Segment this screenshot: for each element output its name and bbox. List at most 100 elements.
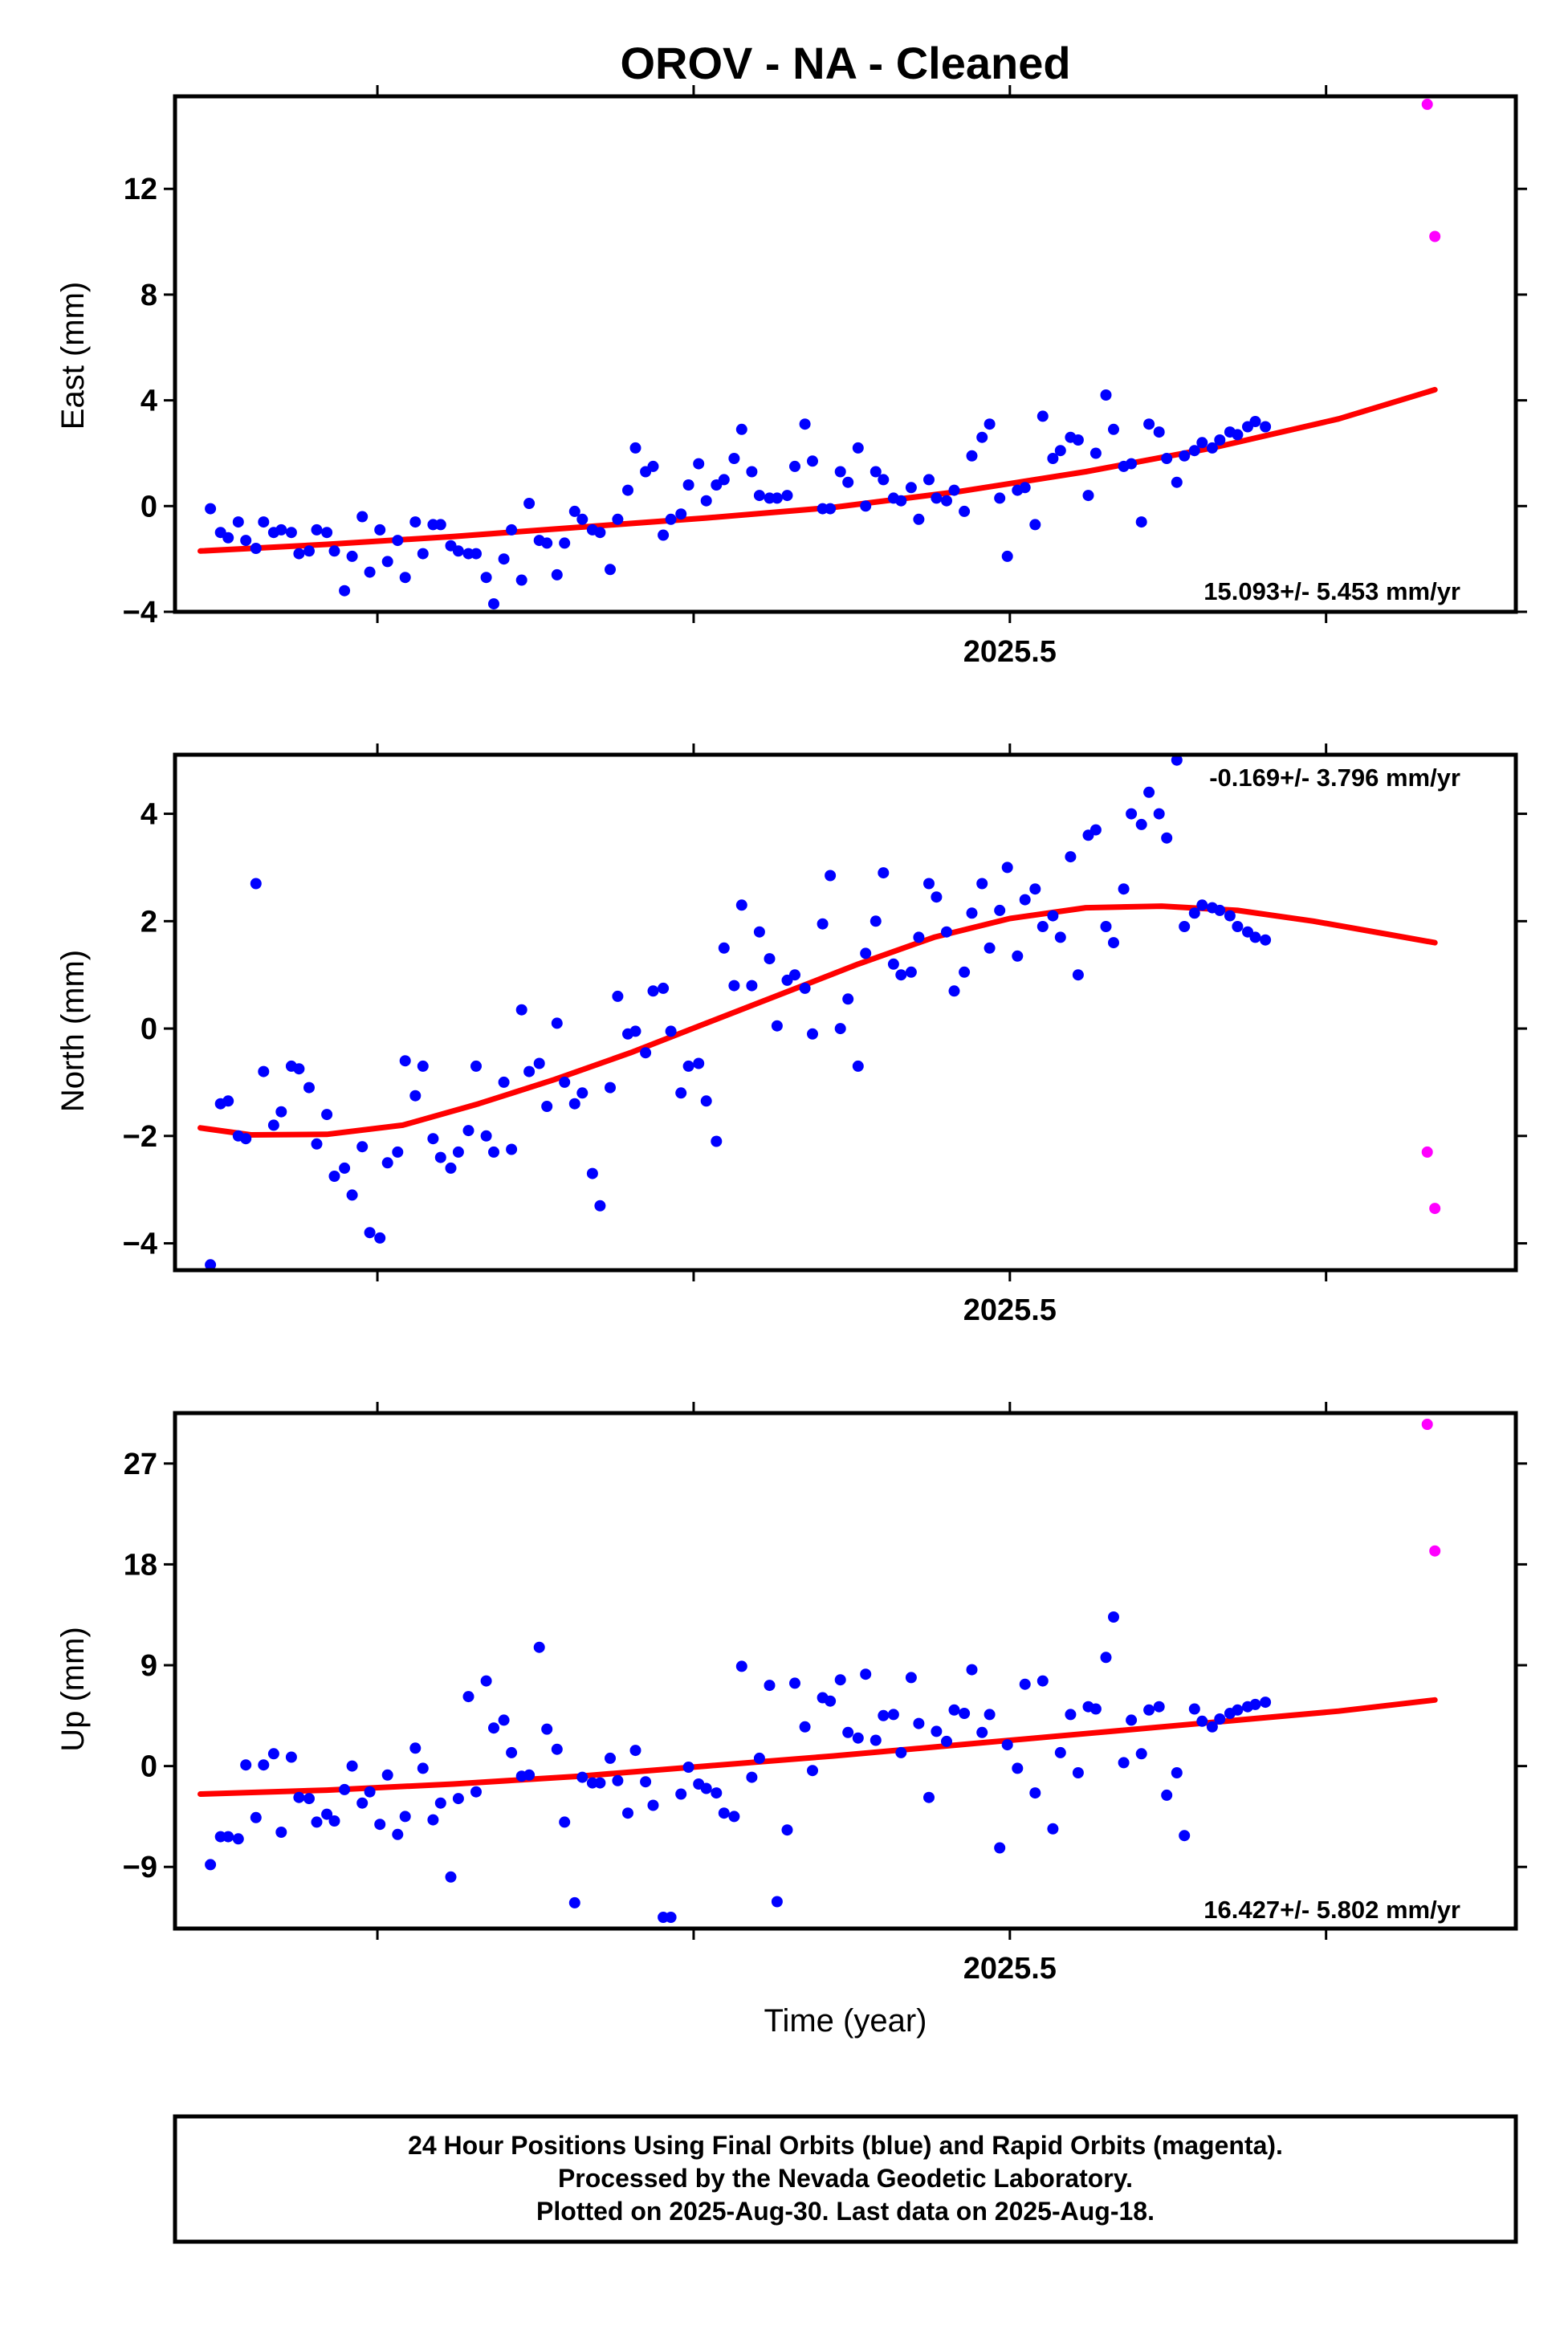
- up-final-point: [1135, 1748, 1147, 1760]
- east-panel: East (mm) −4 0 4 8 12 2025.5 15.093+/- 5.453 …: [55, 85, 1527, 669]
- north-final-point: [1019, 894, 1031, 906]
- up-final-point: [470, 1786, 482, 1798]
- up-final-point: [1214, 1713, 1226, 1725]
- east-final-point: [250, 543, 262, 554]
- north-final-point: [895, 969, 907, 981]
- up-final-point: [959, 1708, 971, 1719]
- up-final-point: [675, 1788, 687, 1800]
- up-final-point: [364, 1786, 376, 1798]
- east-final-point: [576, 513, 589, 525]
- north-final-point: [1001, 862, 1013, 874]
- east-final-point: [1260, 421, 1272, 433]
- north-final-point: [452, 1146, 464, 1158]
- up-final-point: [852, 1732, 864, 1744]
- up-final-point: [258, 1759, 270, 1771]
- up-final-point: [718, 1807, 730, 1819]
- up-final-point: [807, 1765, 818, 1777]
- north-final-point: [1143, 786, 1155, 798]
- east-final-point: [959, 505, 971, 517]
- north-final-point: [381, 1157, 393, 1169]
- up-y-tick-label: 27: [124, 1448, 157, 1481]
- north-y-tick-label: −4: [123, 1228, 157, 1261]
- north-final-point: [1214, 904, 1226, 916]
- up-final-point: [728, 1811, 740, 1823]
- east-final-point: [1171, 476, 1183, 488]
- up-final-point: [842, 1726, 854, 1738]
- north-final-point: [1065, 851, 1077, 863]
- up-x-tick-label: 2025.5: [963, 1952, 1057, 1986]
- up-y-tick-label: −9: [123, 1851, 157, 1884]
- east-final-point: [328, 545, 340, 557]
- east-final-point: [994, 492, 1006, 504]
- east-final-point: [205, 503, 217, 515]
- east-final-point: [976, 431, 988, 443]
- up-final-point: [994, 1842, 1006, 1854]
- up-final-point: [275, 1827, 287, 1838]
- north-final-point: [878, 867, 890, 879]
- north-final-point: [586, 1167, 598, 1179]
- north-final-point: [339, 1162, 351, 1174]
- east-final-point: [1029, 519, 1041, 531]
- east-final-point: [1135, 516, 1147, 528]
- up-final-point: [321, 1808, 333, 1820]
- up-final-point: [462, 1691, 474, 1703]
- up-final-point: [541, 1723, 553, 1735]
- north-final-point: [462, 1125, 474, 1137]
- up-final-point: [1065, 1709, 1077, 1721]
- east-plot-frame: [173, 94, 1518, 614]
- up-final-point: [1161, 1789, 1173, 1801]
- north-final-point: [1188, 907, 1200, 919]
- north-axis-label: North (mm): [55, 950, 91, 1112]
- east-final-point: [559, 537, 571, 549]
- up-final-point: [913, 1717, 925, 1729]
- up-rate-label: 16.427+/- 5.802 mm/yr: [1203, 1896, 1460, 1924]
- up-axis-label: Up (mm): [55, 1627, 91, 1752]
- up-final-point: [1047, 1823, 1059, 1835]
- footer-box: [173, 2114, 1518, 2244]
- north-final-point: [434, 1151, 446, 1163]
- east-final-point: [1232, 429, 1244, 441]
- east-final-point: [913, 513, 925, 525]
- east-final-point: [523, 498, 536, 509]
- north-final-point: [807, 1028, 818, 1040]
- east-final-point: [1179, 450, 1191, 462]
- north-y-tick-label: −2: [123, 1120, 157, 1154]
- east-final-point: [399, 572, 411, 584]
- east-final-point: [434, 519, 446, 531]
- north-final-point: [948, 985, 960, 997]
- up-final-point: [498, 1714, 510, 1726]
- east-final-point: [807, 455, 818, 467]
- up-final-point: [682, 1762, 694, 1773]
- up-rapid-point: [1421, 1419, 1433, 1430]
- up-final-point: [506, 1746, 518, 1758]
- east-final-point: [1161, 453, 1173, 464]
- east-final-point: [834, 466, 846, 478]
- up-final-point: [1143, 1704, 1155, 1716]
- east-final-point: [825, 503, 837, 515]
- north-final-point: [303, 1081, 315, 1094]
- east-final-point: [1019, 482, 1031, 494]
- north-final-point: [931, 891, 943, 903]
- east-final-point: [1153, 426, 1165, 438]
- north-final-point: [1089, 824, 1102, 836]
- east-final-point: [541, 537, 553, 549]
- up-final-point: [285, 1751, 297, 1763]
- up-final-point: [789, 1677, 800, 1689]
- up-final-point: [781, 1824, 793, 1836]
- east-final-point: [417, 548, 429, 560]
- east-final-point: [852, 442, 864, 454]
- up-final-point: [311, 1816, 323, 1828]
- north-final-point: [445, 1162, 457, 1174]
- north-final-point: [923, 878, 935, 890]
- north-final-point: [515, 1004, 527, 1016]
- north-final-point: [480, 1130, 492, 1142]
- east-final-point: [1249, 416, 1261, 427]
- north-final-point: [941, 926, 952, 938]
- up-final-point: [1019, 1678, 1031, 1690]
- up-final-point: [1100, 1652, 1112, 1664]
- east-final-point: [568, 505, 580, 517]
- up-final-point: [205, 1859, 217, 1871]
- east-final-point: [381, 556, 393, 568]
- north-final-point: [746, 980, 758, 992]
